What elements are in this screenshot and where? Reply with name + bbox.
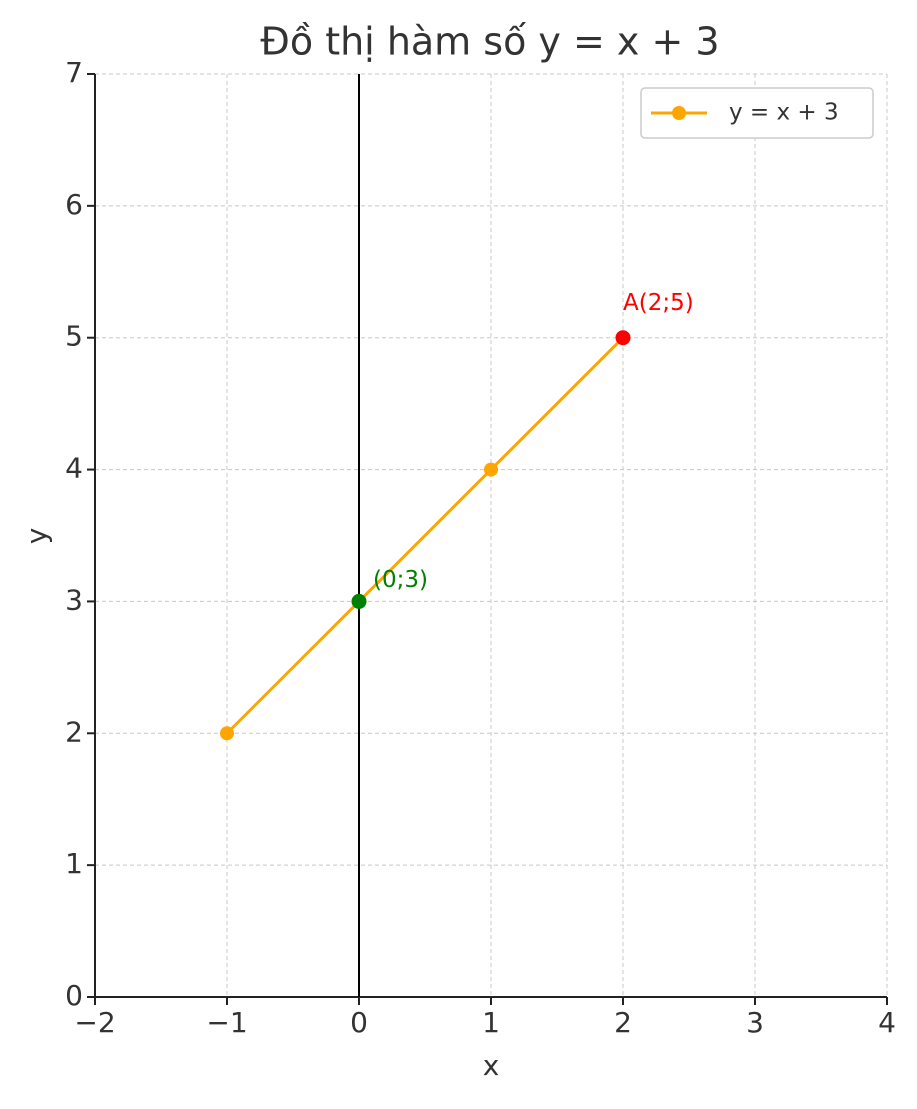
y-axis-label: y xyxy=(20,528,53,545)
annotation-point xyxy=(615,330,631,346)
x-tick-label: 3 xyxy=(746,1006,764,1039)
series-line xyxy=(225,336,625,735)
x-tick-label: 0 xyxy=(350,1006,368,1039)
legend-box xyxy=(640,87,874,139)
x-tick-label: 4 xyxy=(878,1006,896,1039)
x-tick-label: −1 xyxy=(206,1006,247,1039)
legend-label: y = x + 3 xyxy=(729,100,839,126)
annotation-point xyxy=(351,593,367,609)
y-tick-label: 4 xyxy=(65,452,83,485)
annotation-label: A(2;5) xyxy=(623,290,694,316)
y-tick-label: 1 xyxy=(65,847,83,880)
y-tick-label: 0 xyxy=(65,979,83,1012)
y-tick-label: 2 xyxy=(65,715,83,748)
y-tick-label: 5 xyxy=(65,320,83,353)
x-tick-label: 2 xyxy=(614,1006,632,1039)
x-tick-label: −2 xyxy=(74,1006,115,1039)
series-marker xyxy=(220,726,234,741)
chart-title: Đồ thị hàm số y = x + 3 xyxy=(260,20,719,64)
y-tick-label: 3 xyxy=(65,583,83,616)
y-tick-label: 7 xyxy=(65,56,83,89)
legend-marker xyxy=(672,106,686,120)
series-marker xyxy=(484,462,498,477)
y-tick-label: 6 xyxy=(65,188,83,221)
legend: y = x + 3 xyxy=(640,87,874,139)
annotation-label: (0;3) xyxy=(373,567,428,593)
x-tick-label: 1 xyxy=(482,1006,500,1039)
x-axis-label: x xyxy=(483,1049,500,1082)
